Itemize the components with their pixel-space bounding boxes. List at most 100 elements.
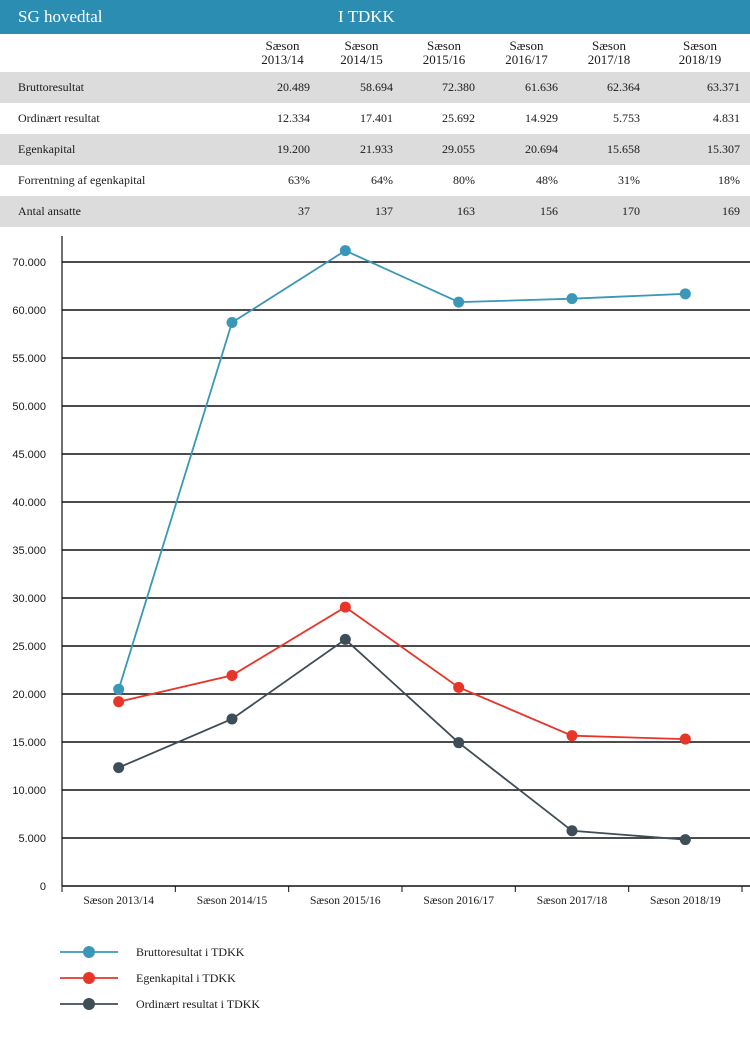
row-label: Forrentning af egenkapital (18, 173, 146, 187)
table-cell: 19.200 (245, 134, 320, 165)
table-cell: 63% (288, 173, 310, 187)
table-row: Antal ansatte 37 137 163 156 170 169 (0, 196, 750, 227)
y-tick-label: 15.000 (12, 737, 46, 749)
table-cell: 61.636 (485, 72, 568, 103)
table-cell: 25.692 (442, 111, 475, 125)
table-cell: 58.694 (320, 72, 403, 103)
y-tick-label: 45.000 (12, 449, 46, 461)
table-row: Forrentning af egenkapital 63% 64% 80% 4… (0, 165, 750, 196)
table-cell: 18% (718, 173, 740, 187)
line-chart: 0 5.000 10.000 15.000 20.000 25.000 30.000 35.0… (12, 236, 750, 1011)
table-cell: 137 (320, 196, 403, 227)
x-tick-label: Sæson 2018/19 (650, 895, 721, 907)
table-header-blank (0, 34, 245, 72)
legend-swatch-marker (83, 972, 95, 984)
column-header: Sæson 2015/16 (422, 38, 466, 67)
column-header: Sæson 2017/18 (587, 38, 631, 67)
table-cell: 64% (371, 173, 393, 187)
series-line (118, 606, 686, 740)
table-cell: 37 (245, 196, 320, 227)
data-point (453, 737, 465, 749)
table-cell: 15.307 (650, 134, 750, 165)
table-row: Egenkapital 19.200 21.933 29.055 20.694 … (0, 134, 750, 165)
table-cell: 80% (453, 173, 475, 187)
column-header: Sæson 2014/15 (340, 38, 383, 67)
row-label: Bruttoresultat (0, 72, 245, 103)
table-cell: 12.334 (277, 111, 310, 125)
row-label: Antal ansatte (0, 196, 245, 227)
table-cell: 5.753 (613, 111, 640, 125)
x-tick-label: Sæson 2016/17 (423, 895, 494, 907)
x-tick-label: Sæson 2017/18 (537, 895, 608, 907)
y-tick-label: 5.000 (18, 833, 46, 845)
data-point (339, 601, 351, 613)
table-cell: 163 (403, 196, 485, 227)
row-label: Egenkapital (0, 134, 245, 165)
header-bar: SG hovedtal I TDKK (0, 0, 750, 34)
table-row: Bruttoresultat 20.489 58.694 72.380 61.6… (0, 72, 750, 103)
table-cell: 29.055 (403, 134, 485, 165)
table-cell: 17.401 (360, 111, 393, 125)
key-figures-table: Sæson 2013/14 Sæson 2014/15 Sæson 2015/16 S… (0, 34, 750, 227)
y-tick-label: 70.000 (12, 257, 46, 269)
data-point (679, 288, 691, 300)
y-tick-label: 40.000 (12, 497, 46, 509)
y-tick-label: 25.000 (12, 641, 46, 653)
data-point (679, 834, 691, 846)
data-point (226, 713, 238, 725)
legend-label: Egenkapital i TDKK (136, 971, 236, 985)
column-header: Sæson 2016/17 (505, 38, 548, 67)
table-cell: 63.371 (650, 72, 750, 103)
table-cell: 15.658 (568, 134, 650, 165)
x-tick-label: Sæson 2013/14 (83, 895, 154, 907)
legend-swatch-marker (83, 998, 95, 1010)
data-point (339, 245, 351, 257)
table-cell: 48% (536, 173, 558, 187)
data-point (453, 296, 465, 308)
x-tick-label: Sæson 2014/15 (197, 895, 268, 907)
legend-label: Ordinært resultat i TDKK (136, 997, 260, 1011)
table-cell: 62.364 (568, 72, 650, 103)
header-title: SG hovedtal (18, 7, 103, 26)
table-cell: 21.933 (320, 134, 403, 165)
legend-label: Bruttoresultat i TDKK (136, 945, 245, 959)
table-cell: 72.380 (403, 72, 485, 103)
data-point (566, 730, 578, 742)
table-cell: 156 (485, 196, 568, 227)
data-point (113, 762, 125, 774)
table-cell: 169 (650, 196, 750, 227)
legend-swatch-marker (83, 946, 95, 958)
table-row: Ordinært resultat 12.334 17.401 25.692 1… (0, 103, 750, 134)
y-tick-label: 10.000 (12, 785, 46, 797)
y-tick-label: 30.000 (12, 593, 46, 605)
column-header: Sæson 2013/14 (261, 38, 304, 67)
data-point (113, 696, 125, 708)
y-tick-label: 35.000 (12, 545, 46, 557)
data-point (339, 633, 351, 645)
y-tick-label: 20.000 (12, 689, 46, 701)
row-label: Ordinært resultat (18, 111, 100, 125)
series-line (117, 249, 686, 690)
table-cell: 20.694 (485, 134, 568, 165)
table-cell: 31% (618, 173, 640, 187)
y-tick-label: 50.000 (12, 401, 46, 413)
column-header: Sæson 2018/19 (678, 38, 722, 67)
table-cell: 14.929 (525, 111, 558, 125)
data-point (226, 669, 238, 681)
table-cell: 4.831 (713, 111, 740, 125)
table-cell: 170 (568, 196, 650, 227)
data-point (453, 681, 465, 693)
data-point (566, 293, 578, 305)
y-tick-label: 55.000 (12, 353, 46, 365)
data-point (679, 733, 691, 745)
data-point (113, 683, 125, 695)
header-unit: I TDKK (338, 7, 395, 26)
data-point (226, 317, 238, 329)
table-cell: 20.489 (245, 72, 320, 103)
table-header-row: Sæson 2013/14 Sæson 2014/15 Sæson 2015/16 S… (0, 34, 750, 72)
data-point (566, 825, 578, 837)
y-tick-label: 0 (40, 881, 46, 893)
series-line (118, 638, 686, 841)
y-tick-label: 60.000 (12, 305, 46, 317)
x-tick-label: Sæson 2015/16 (310, 895, 381, 907)
